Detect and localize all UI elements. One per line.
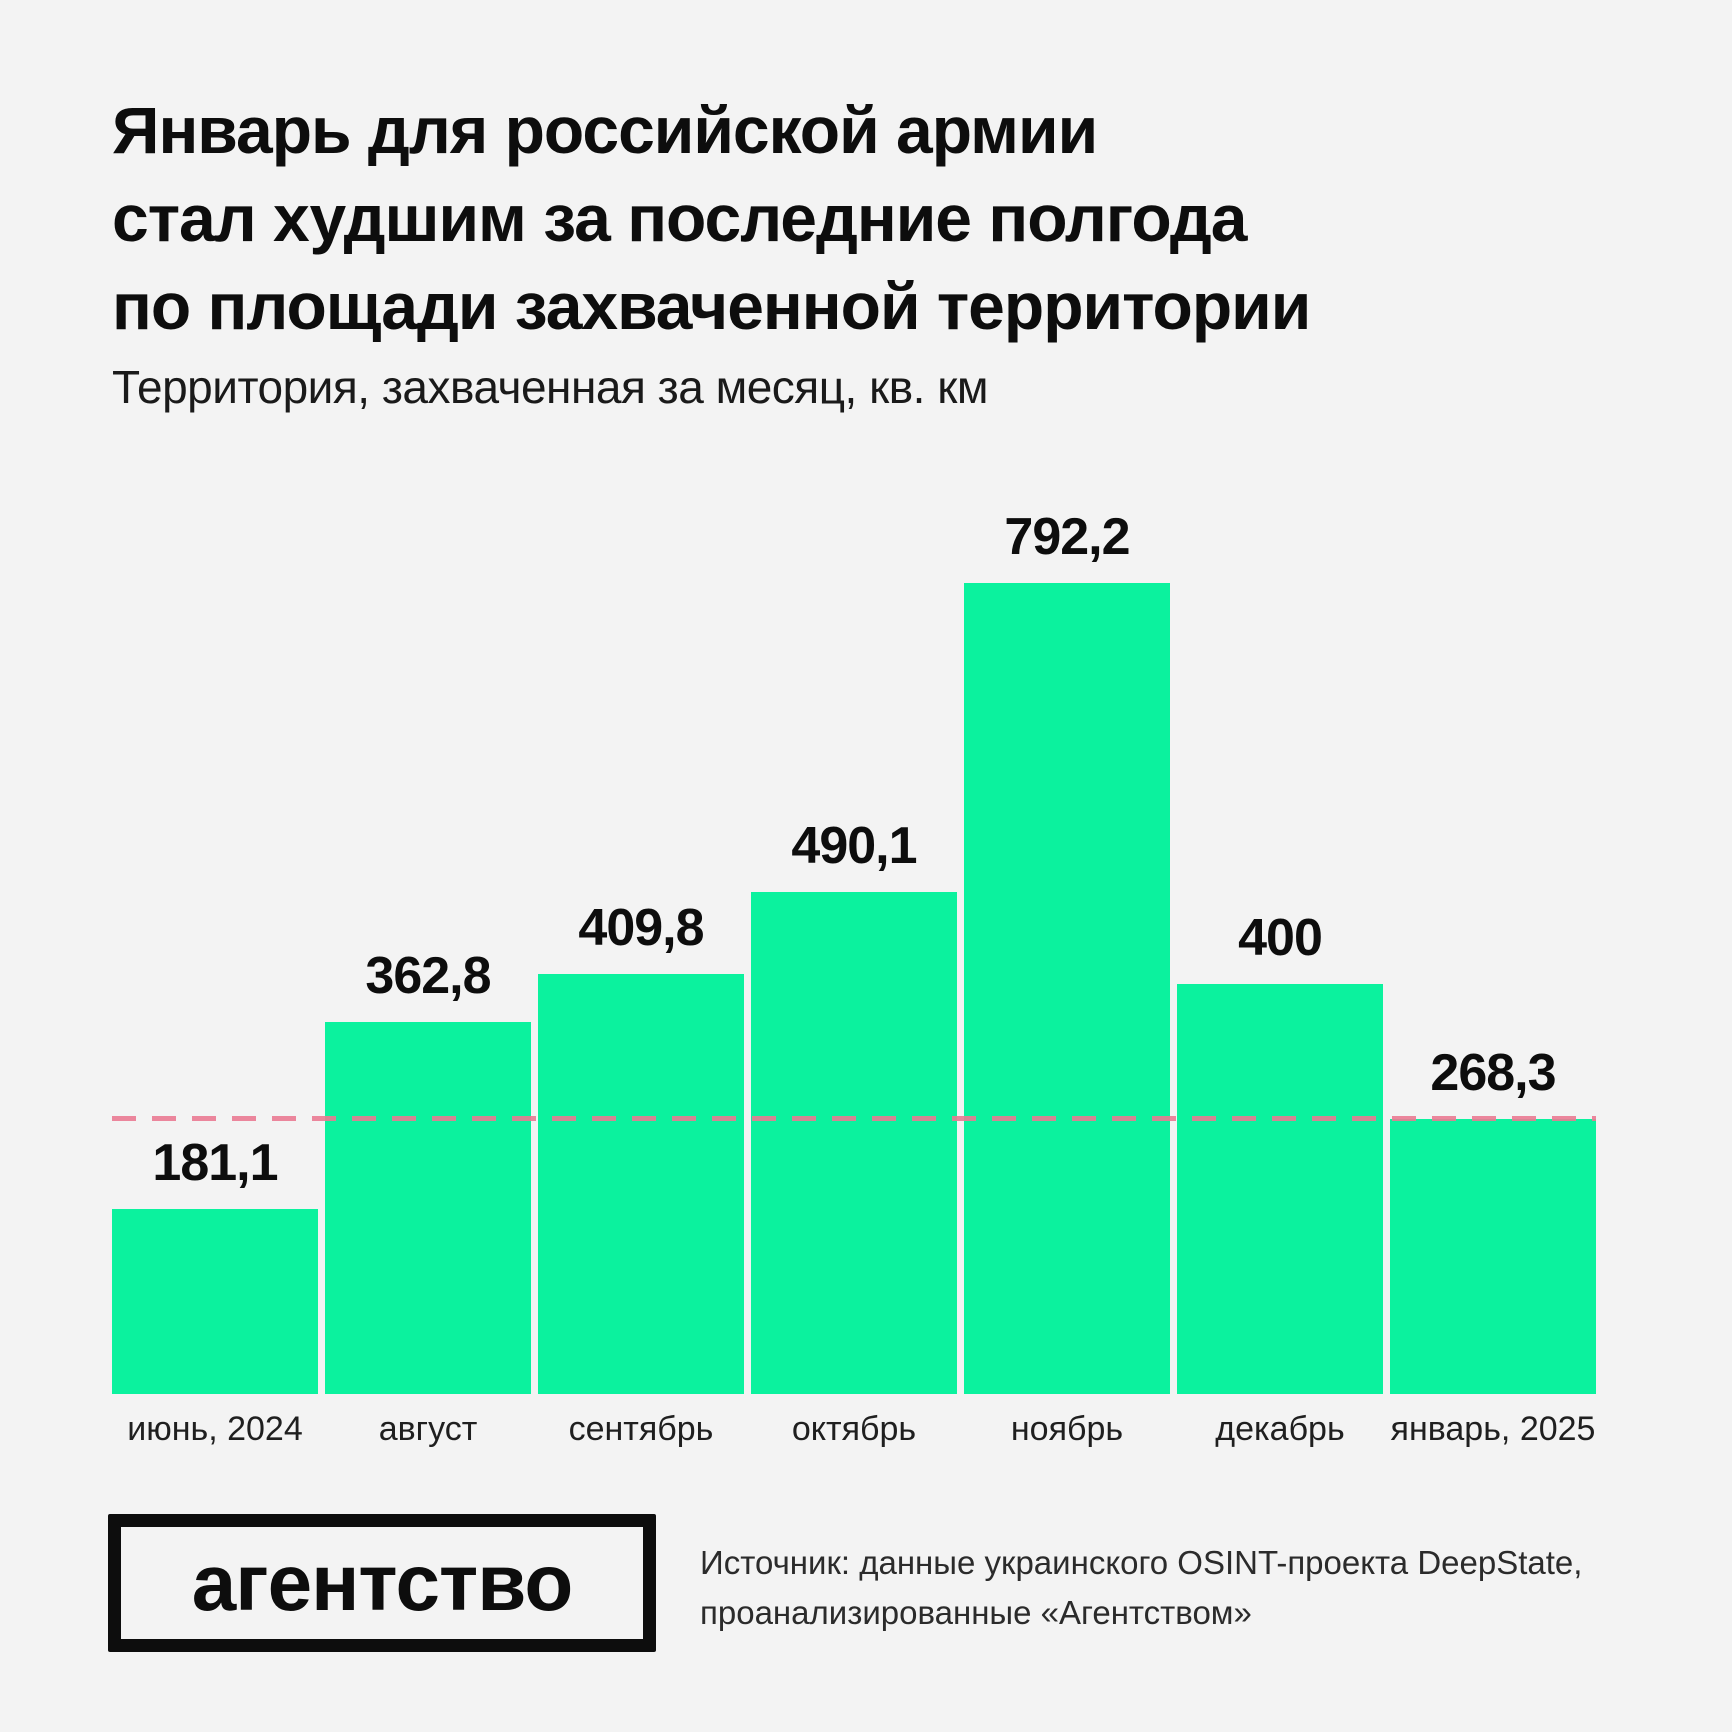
bar-3 — [538, 974, 744, 1394]
title-line-3: по площади захваченной территории — [112, 269, 1311, 343]
x-axis-label: октябрь — [791, 1410, 917, 1448]
x-axis-label: июнь, 2024 — [127, 1410, 303, 1448]
logo-text: агентство — [191, 1538, 573, 1627]
plot-area: 181,1 июнь, 2024 362,8 август 409,8 сентябрь 4… — [112, 500, 1596, 1448]
x-axis-label: август — [378, 1410, 478, 1448]
bar-6 — [1177, 984, 1383, 1394]
bar-value-label: 362,8 — [365, 947, 491, 1006]
x-axis-label: ноябрь — [1010, 1410, 1124, 1448]
source-line-1: Источник: данные украинского OSINT-проек… — [700, 1544, 1583, 1581]
x-axis-label: сентябрь — [568, 1410, 714, 1448]
x-axis-label: январь, 2025 — [1390, 1410, 1596, 1448]
bar-4 — [751, 892, 957, 1394]
x-axis-label: декабрь — [1215, 1410, 1345, 1448]
page-subtitle: Территория, захваченная за месяц, кв. км — [112, 361, 989, 413]
logo: агентство — [108, 1514, 656, 1652]
bar-1 — [112, 1208, 318, 1394]
bar-value-label: 268,3 — [1430, 1044, 1556, 1103]
reference-line — [112, 1116, 1596, 1122]
source-text: Источник: данные украинского OSINT-проек… — [700, 1538, 1582, 1638]
page-title: Январь для российской армии стал худшим … — [112, 86, 1311, 350]
bar-value-label: 181,1 — [152, 1133, 278, 1192]
bar-5 — [964, 582, 1170, 1394]
title-line-2: стал худшим за последние полгода — [112, 181, 1247, 255]
bar-value-label: 409,8 — [578, 899, 704, 958]
title-line-1: Январь для российской армии — [112, 93, 1098, 167]
bar-2 — [325, 1022, 531, 1394]
source-line-2: проанализированные «Агентством» — [700, 1594, 1252, 1631]
bar-7 — [1390, 1119, 1596, 1394]
bar-value-label: 490,1 — [791, 817, 917, 876]
bar-value-label: 400 — [1238, 909, 1323, 968]
bar-value-label: 792,2 — [1004, 507, 1130, 566]
